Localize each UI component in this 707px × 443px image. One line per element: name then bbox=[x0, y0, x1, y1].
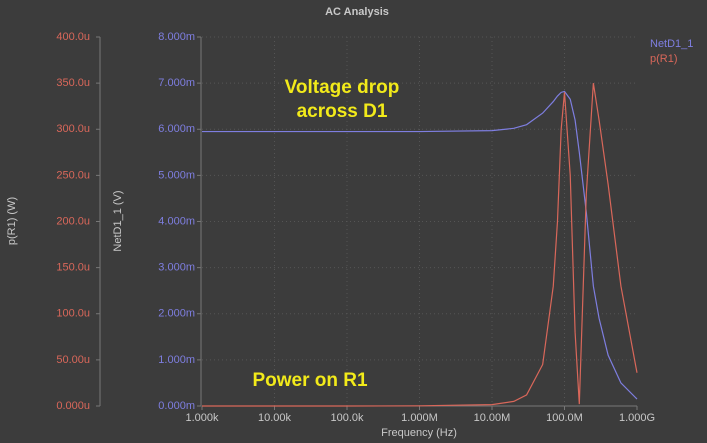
legend-label: NetD1_1 bbox=[650, 38, 693, 50]
y-tick-label: 4.000m bbox=[158, 215, 195, 227]
annotation: across D1 bbox=[297, 101, 388, 122]
y2-axis-title: p(R1) (W) bbox=[6, 197, 18, 245]
series-line bbox=[202, 90, 638, 400]
x-tick-label: 10.00M bbox=[474, 412, 511, 424]
y2-tick-label: 250.0u bbox=[56, 169, 90, 181]
y2-tick-label: 350.0u bbox=[56, 77, 90, 89]
annotation: Power on R1 bbox=[252, 370, 368, 391]
y-tick-label: 6.000m bbox=[158, 123, 195, 135]
y-tick-label: 8.000m bbox=[158, 31, 195, 43]
y-tick-label: 1.000m bbox=[158, 354, 195, 366]
y2-tick-label: 50.00u bbox=[56, 354, 90, 366]
y-tick-label: 0.000m bbox=[158, 400, 195, 412]
y2-tick-label: 400.0u bbox=[56, 31, 90, 43]
x-tick-label: 1.000M bbox=[401, 412, 438, 424]
y2-tick-label: 200.0u bbox=[56, 215, 90, 227]
x-axis-title: Frequency (Hz) bbox=[381, 427, 457, 439]
y-tick-label: 3.000m bbox=[158, 262, 195, 274]
chart-title: AC Analysis bbox=[325, 6, 389, 18]
series-line bbox=[202, 83, 638, 407]
x-tick-label: 10.00k bbox=[258, 412, 292, 424]
x-tick-label: 100.0k bbox=[330, 412, 364, 424]
x-tick-label: 1.000G bbox=[619, 412, 655, 424]
y-tick-label: 5.000m bbox=[158, 169, 195, 181]
y2-tick-label: 300.0u bbox=[56, 123, 90, 135]
y2-tick-label: 100.0u bbox=[56, 308, 90, 320]
annotation: Voltage drop bbox=[285, 77, 400, 98]
y-tick-label: 2.000m bbox=[158, 308, 195, 320]
x-tick-label: 100.0M bbox=[546, 412, 583, 424]
y-axis-title: NetD1_1 (V) bbox=[112, 190, 124, 251]
x-tick-label: 1.000k bbox=[185, 412, 219, 424]
y2-tick-label: 0.000u bbox=[56, 400, 90, 412]
y-tick-label: 7.000m bbox=[158, 77, 195, 89]
y2-tick-label: 150.0u bbox=[56, 262, 90, 274]
legend-label: p(R1) bbox=[650, 53, 678, 65]
